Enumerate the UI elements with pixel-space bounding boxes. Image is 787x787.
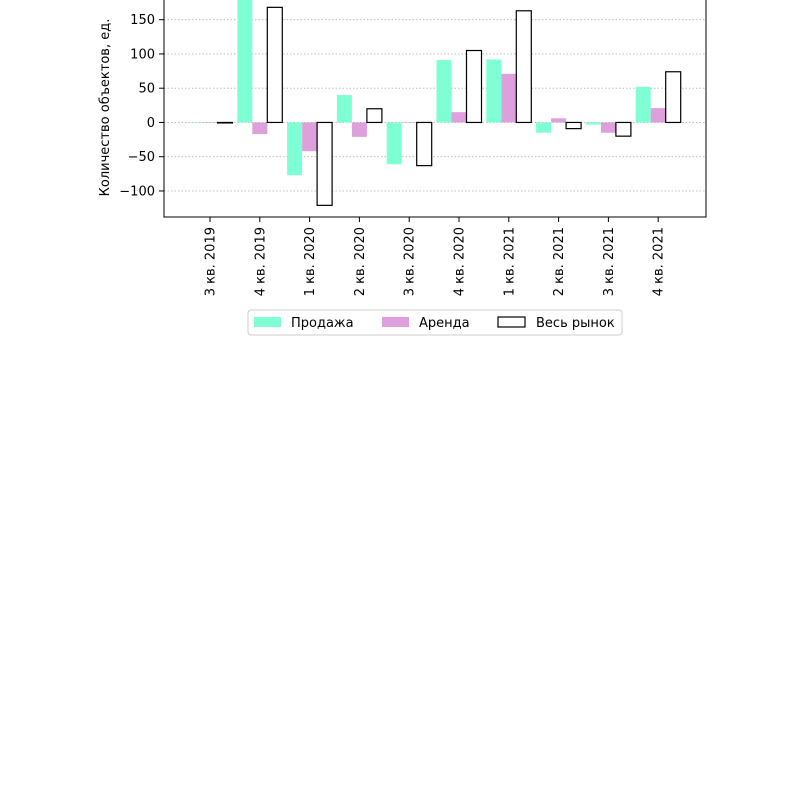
bar-Аренда (351, 122, 367, 137)
bar-Продажа (386, 122, 402, 165)
y-tick-label: 0 (147, 116, 155, 131)
bar-Продажа (187, 122, 203, 123)
x-tick-label: 2 кв. 2021 (552, 227, 567, 296)
x-axis-ticks: 3 кв. 2019 4 кв. 2019 1 кв. 2020 2 кв. 2020… (204, 217, 667, 296)
bar-Аренда (501, 73, 517, 123)
plot-frame (163, 0, 707, 218)
bar-Весь рынок (316, 121, 333, 206)
x-tick-label: 1 кв. 2021 (502, 227, 517, 296)
bar-Продажа (536, 122, 552, 133)
bars (187, 0, 682, 206)
bar-Аренда (551, 118, 567, 123)
x-tick-label: 1 кв. 2020 (303, 227, 318, 296)
bar-Весь рынок (565, 121, 582, 130)
y-axis-label: Количество объектов, ед. (98, 19, 113, 197)
legend-swatch (254, 317, 281, 327)
legend-label: Продажа (291, 316, 354, 331)
bar-Аренда (302, 122, 318, 152)
x-tick-label: 3 кв. 2019 (204, 227, 219, 296)
bar-Продажа (336, 95, 352, 123)
bar-Продажа (237, 0, 253, 123)
bar-Аренда (650, 108, 666, 123)
bar-Аренда (600, 122, 616, 133)
y-tick-label: 100 (130, 47, 155, 62)
bar-Аренда (202, 122, 218, 123)
bar-Весь рынок (515, 10, 532, 124)
y-tick-label: −50 (128, 150, 155, 165)
bar-Весь рынок (216, 121, 234, 124)
bar-Весь рынок (366, 108, 383, 124)
y-tick-label: 150 (130, 13, 155, 28)
bar-Продажа (287, 122, 303, 176)
legend-label: Аренда (419, 316, 470, 331)
y-tick-label: 50 (138, 82, 155, 97)
bar-Аренда (252, 122, 268, 135)
legend-swatch (497, 316, 526, 328)
bar-Весь рынок (465, 49, 483, 124)
bar-Весь рынок (266, 6, 283, 124)
bar-Продажа (585, 122, 601, 125)
bar-Весь рынок (615, 121, 632, 137)
x-tick-label: 4 кв. 2020 (453, 227, 468, 296)
legend-label: Весь рынок (536, 316, 615, 331)
bar-Продажа (635, 86, 651, 123)
x-tick-label: 4 кв. 2019 (253, 227, 268, 296)
bar-Продажа (486, 59, 502, 123)
bar-Продажа (436, 60, 452, 123)
x-tick-label: 2 кв. 2020 (353, 227, 368, 296)
bar-Весь рынок (416, 121, 433, 167)
bar-Аренда (451, 112, 467, 123)
y-tick-label: −100 (119, 184, 155, 199)
legend-box (247, 309, 623, 336)
legend-swatch (382, 317, 409, 327)
x-tick-label: 3 кв. 2020 (403, 227, 418, 296)
legend: Продажа Аренда Весь рынок (247, 309, 623, 336)
x-tick-label: 4 кв. 2021 (652, 227, 667, 296)
bar-Аренда (401, 122, 417, 123)
x-tick-label: 3 кв. 2021 (602, 227, 617, 296)
bar-Весь рынок (665, 71, 682, 124)
y-axis-ticks: −100−50050100150200 (119, 13, 164, 199)
